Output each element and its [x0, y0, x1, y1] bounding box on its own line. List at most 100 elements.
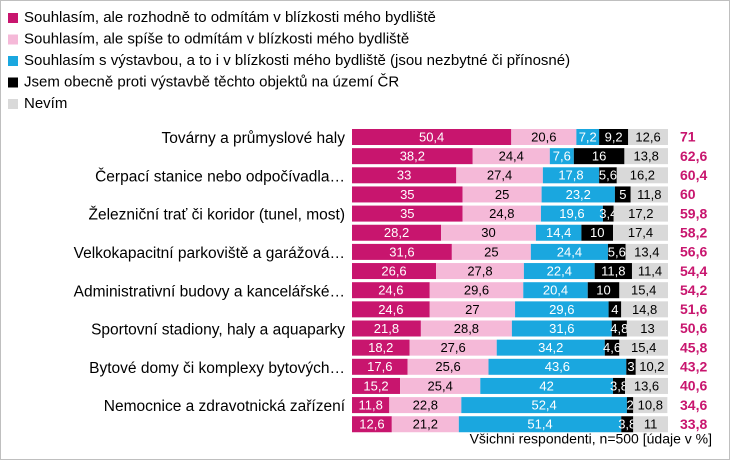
value-label: 11,8 — [358, 398, 382, 413]
value-label: 24,8 — [489, 206, 514, 221]
category-label: Továrny a průmyslové haly — [162, 130, 346, 147]
value-label: 24,6 — [378, 283, 403, 298]
value-label: 7,6 — [553, 149, 571, 164]
bar-segment — [613, 205, 668, 222]
value-label: 10 — [596, 283, 610, 298]
value-label: 22,8 — [413, 398, 438, 413]
category-label: Administrativní budovy a kancelářské… — [74, 283, 345, 300]
bar-segment — [549, 148, 574, 165]
value-label: 17,8 — [558, 168, 583, 183]
value-label: 24,4 — [499, 149, 524, 164]
value-label: 14,4 — [546, 225, 571, 240]
bar-segment — [420, 320, 512, 337]
value-label: 27,4 — [487, 168, 512, 183]
bar-segment — [626, 397, 634, 414]
legend-swatch — [8, 13, 18, 23]
total-label: 40,6 — [680, 378, 707, 394]
bar-segment — [429, 301, 516, 318]
total-label: 60,4 — [680, 167, 707, 183]
bar-segment — [352, 282, 430, 299]
bar-segment — [352, 397, 390, 414]
bar-segment — [352, 358, 408, 375]
bar-segment — [619, 282, 668, 299]
value-label: 12,6 — [359, 417, 384, 432]
value-label: 2 — [626, 398, 633, 413]
category-label: Velkokapacitní parkoviště a garážová… — [74, 245, 345, 262]
value-label: 51,4 — [527, 417, 552, 432]
total-label: 43,2 — [680, 359, 707, 375]
bar-segment — [581, 224, 614, 241]
value-label: 27,8 — [467, 263, 492, 278]
total-label: 45,8 — [680, 339, 707, 355]
value-label: 5 — [619, 187, 626, 202]
value-label: 4,8 — [610, 321, 628, 336]
legend-label: Souhlasím, ale rozhodně to odmítám v blí… — [24, 9, 436, 26]
total-label: 50,6 — [680, 320, 707, 336]
value-label: 17,4 — [628, 225, 653, 240]
total-label: 51,6 — [680, 301, 707, 317]
total-label: 59,8 — [680, 205, 707, 221]
value-label: 13,4 — [634, 244, 659, 259]
value-label: 13,8 — [634, 149, 659, 164]
bar-segment — [628, 129, 668, 145]
bar-segment — [614, 186, 631, 203]
bar-segment — [352, 129, 512, 145]
bar-segment — [625, 243, 668, 260]
bar-segment — [613, 377, 626, 394]
category-label: Nemocnice a zdravotnická zařízení — [104, 398, 346, 415]
bar-segment — [626, 358, 636, 375]
bar-segment — [530, 243, 608, 260]
value-label: 3,8 — [618, 417, 636, 432]
value-label: 25 — [484, 244, 498, 259]
bar-segment — [352, 148, 473, 165]
bar-segment — [352, 243, 452, 260]
value-label: 20,6 — [531, 129, 556, 144]
bar-segment — [456, 167, 543, 184]
bar-segment — [462, 186, 542, 203]
value-label: 24,6 — [378, 302, 403, 317]
bar-segment — [621, 301, 668, 318]
bar-segment — [535, 224, 582, 241]
value-label: 35 — [400, 206, 414, 221]
value-label: 52,4 — [531, 398, 556, 413]
bar-segment — [607, 243, 626, 260]
bar-segment — [352, 167, 457, 184]
value-label: 14,8 — [632, 302, 657, 317]
value-label: 50,4 — [419, 129, 444, 144]
value-label: 16 — [592, 149, 606, 164]
bar-segment — [352, 339, 410, 356]
legend-swatch — [8, 77, 18, 88]
bar-segment — [409, 339, 497, 356]
bar-segment — [626, 320, 668, 337]
value-label: 4,6 — [603, 340, 621, 355]
bar-segment — [488, 358, 627, 375]
value-label: 15,4 — [631, 283, 656, 298]
value-label: 28,2 — [384, 225, 409, 240]
bar-segment — [624, 148, 668, 165]
bar-segment — [511, 129, 577, 145]
bar-segment — [391, 416, 459, 433]
bar-segment — [635, 358, 668, 375]
bar-segment — [608, 301, 622, 318]
bar-segment — [602, 205, 614, 222]
bar-segment — [576, 129, 600, 145]
bar-segment — [613, 224, 668, 241]
bar-segment — [480, 377, 614, 394]
category-label: Bytové domy či komplexy bytových… — [89, 360, 345, 377]
value-label: 10 — [590, 225, 604, 240]
value-label: 3,4 — [599, 206, 617, 221]
bar-segment — [352, 186, 463, 203]
value-label: 30 — [481, 225, 495, 240]
total-label: 54,4 — [680, 263, 707, 279]
bar-segment — [599, 129, 629, 145]
value-label: 7,2 — [579, 129, 597, 144]
value-label: 15,4 — [631, 340, 656, 355]
total-label: 33,8 — [680, 416, 707, 432]
category-label: Čerpací stanice nebo odpočívadla… — [95, 168, 345, 185]
value-label: 24,4 — [557, 244, 582, 259]
value-label: 11 — [644, 417, 658, 432]
value-label: 20,4 — [543, 283, 568, 298]
bar-segment — [599, 167, 617, 184]
value-label: 3 — [627, 359, 634, 374]
